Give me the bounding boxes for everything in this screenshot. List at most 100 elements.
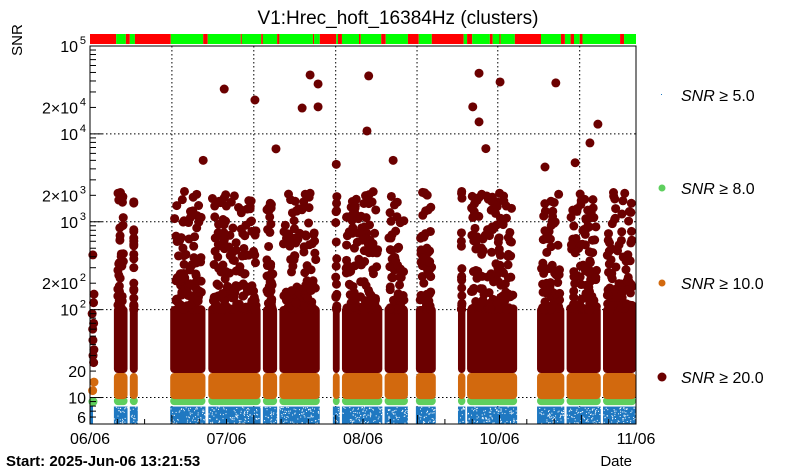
band-speckle — [614, 412, 616, 414]
data-point-high-snr — [551, 78, 561, 88]
band-speckle — [620, 412, 622, 414]
band-speckle — [281, 409, 283, 411]
data-point — [613, 246, 623, 256]
data-point — [575, 189, 585, 199]
band-speckle — [615, 410, 617, 412]
band-speckle — [573, 416, 575, 418]
band-snr-20 — [457, 306, 466, 374]
band-speckle — [434, 409, 436, 411]
band-speckle — [544, 408, 546, 410]
band-speckle — [388, 418, 390, 420]
data-point — [234, 281, 244, 291]
data-point — [118, 221, 128, 231]
band-speckle — [269, 406, 271, 408]
legend-item: SNR ≥ 8.0 — [658, 181, 755, 198]
data-point — [265, 212, 275, 222]
band-speckle — [482, 416, 484, 418]
band-speckle — [379, 411, 381, 413]
band-speckle — [386, 422, 388, 424]
data-point — [300, 302, 310, 312]
band-speckle — [512, 412, 514, 414]
band-speckle — [624, 417, 626, 419]
band-speckle — [595, 410, 597, 412]
band-speckle — [197, 420, 199, 422]
data-point — [386, 233, 396, 243]
band-snr-20 — [603, 306, 636, 374]
band-speckle — [630, 421, 632, 423]
data-point — [288, 261, 298, 271]
band-speckle — [513, 421, 515, 423]
band-speckle — [378, 416, 380, 418]
band-speckle — [620, 410, 622, 412]
band-speckle — [296, 422, 298, 424]
band-speckle — [202, 411, 204, 413]
data-point-high-snr — [495, 77, 505, 87]
y-tick-label: 10 — [68, 391, 86, 408]
data-point — [486, 269, 496, 279]
status-segment-off — [407, 34, 419, 44]
band-speckle — [270, 413, 272, 415]
data-point — [179, 216, 189, 226]
band-speckle — [504, 413, 506, 415]
status-segment-on — [463, 34, 468, 44]
status-segment-off — [489, 34, 493, 44]
band-speckle — [352, 421, 354, 423]
x-axis: 06/06 07/06 08/06 10/06 11/06 — [70, 415, 656, 448]
data-point — [573, 271, 583, 281]
band-speckle — [248, 409, 250, 411]
band-speckle — [582, 416, 584, 418]
band-speckle — [233, 419, 235, 421]
band-speckle — [457, 409, 459, 411]
band-speckle — [186, 421, 188, 423]
band-speckle — [368, 421, 370, 423]
band-speckle — [490, 410, 492, 412]
band-speckle — [222, 418, 224, 420]
data-point — [503, 260, 513, 270]
data-point — [484, 288, 494, 298]
band-speckle — [134, 418, 136, 420]
band-speckle — [478, 416, 480, 418]
band-speckle — [592, 417, 594, 419]
band-speckle — [353, 420, 355, 422]
data-point — [611, 204, 621, 214]
data-point — [217, 304, 227, 314]
data-point — [228, 288, 238, 298]
data-point — [478, 246, 488, 256]
data-point — [331, 279, 341, 289]
band-speckle — [633, 419, 635, 421]
band-speckle — [407, 411, 409, 413]
band-speckle — [613, 409, 615, 411]
band-speckle — [236, 414, 238, 416]
band-speckle — [592, 421, 594, 423]
data-point — [185, 207, 195, 217]
data-point — [290, 196, 300, 206]
data-point — [607, 219, 617, 229]
band-speckle — [425, 415, 427, 417]
data-point — [179, 305, 189, 315]
band-speckle — [630, 420, 632, 422]
legend-item: SNR ≥ 5.0 — [661, 88, 755, 105]
data-point-high-snr — [313, 102, 323, 112]
band-speckle — [620, 407, 622, 409]
band-speckle — [122, 418, 124, 420]
band-speckle — [587, 408, 589, 410]
band-speckle — [387, 409, 389, 411]
data-point — [306, 265, 316, 275]
data-point — [577, 303, 587, 313]
band-snr-5 — [384, 406, 408, 424]
data-point — [177, 195, 187, 205]
data-point — [356, 260, 366, 270]
band-speckle — [126, 407, 128, 409]
band-speckle — [541, 422, 543, 424]
data-point — [331, 272, 341, 282]
band-speckle — [549, 414, 551, 416]
band-speckle — [388, 415, 390, 417]
band-speckle — [481, 418, 483, 420]
legend-marker — [658, 279, 666, 287]
data-point — [189, 241, 199, 251]
data-point-high-snr — [481, 144, 491, 154]
band-speckle — [223, 407, 225, 409]
band-speckle — [431, 418, 433, 420]
data-point — [178, 243, 188, 253]
band-speckle — [541, 414, 543, 416]
